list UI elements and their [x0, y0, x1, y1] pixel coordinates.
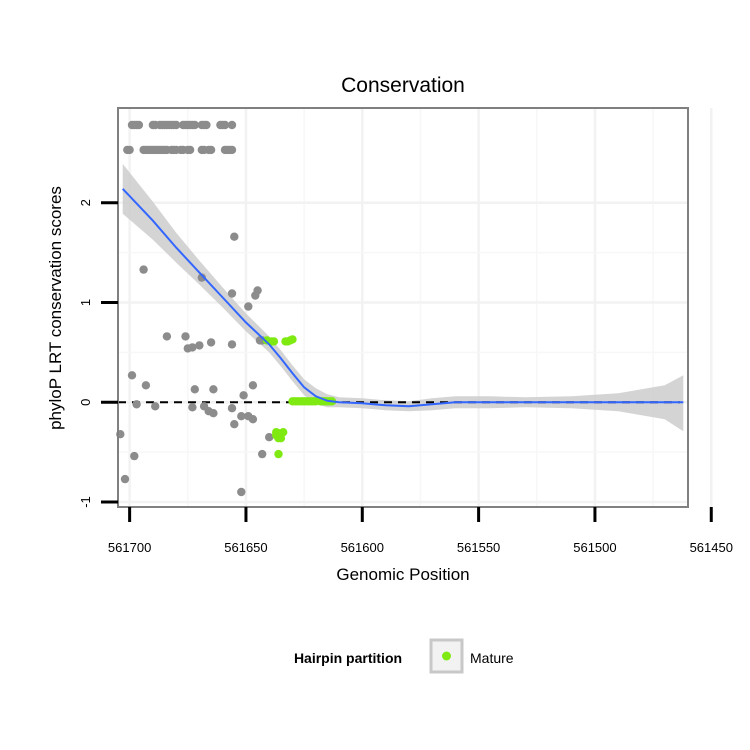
data-point-mature — [274, 449, 283, 459]
data-point-other — [251, 291, 260, 300]
y-tick-label: 2 — [78, 199, 93, 206]
loess-smooth-line — [121, 188, 684, 408]
data-point-other — [206, 338, 216, 347]
smooth-line-layer — [121, 188, 684, 408]
data-point-other — [132, 400, 141, 409]
data-point-other — [248, 415, 258, 424]
data-point-other — [244, 302, 253, 311]
x-tick-label: 561500 — [573, 540, 616, 555]
data-point-other — [230, 420, 239, 429]
data-point-other — [237, 412, 246, 421]
data-point-other — [139, 265, 148, 274]
data-point-other — [237, 487, 246, 497]
data-point-other — [197, 273, 206, 282]
data-point-other — [206, 145, 216, 155]
x-axis-title: Genomic Position — [336, 565, 469, 584]
chart-title: Conservation — [341, 74, 465, 97]
legend: Hairpin partition Mature — [294, 638, 514, 674]
x-tick-label: 561700 — [108, 540, 151, 555]
plot-border — [117, 107, 689, 508]
x-tick-label: 561650 — [224, 540, 267, 555]
data-point-other — [265, 433, 274, 442]
data-point-other — [141, 381, 151, 390]
y-axis: -1 0 1 2 — [78, 199, 118, 508]
data-point-other — [120, 474, 130, 484]
plot-panel — [118, 108, 688, 507]
data-point-other — [125, 145, 134, 155]
data-point-other — [127, 371, 137, 380]
data-point-mature — [269, 337, 279, 346]
legend-key-mature-dot — [442, 651, 451, 661]
legend-label-mature: Mature — [470, 650, 514, 666]
data-point-other — [190, 385, 199, 394]
confidence-ribbon-layer — [122, 163, 684, 432]
legend-key-box — [429, 638, 464, 674]
data-point-other — [227, 145, 237, 155]
data-point-other — [195, 341, 204, 350]
y-axis-title: phyloP LRT conservation scores — [46, 186, 65, 430]
data-point-other — [227, 120, 237, 130]
data-point-other — [188, 343, 197, 352]
data-point-other — [188, 403, 197, 412]
points-layer — [116, 120, 337, 497]
data-point-other — [258, 449, 267, 459]
confidence-ribbon — [122, 163, 684, 432]
data-point-other — [239, 391, 248, 400]
y-tick-label: -1 — [78, 496, 93, 508]
data-point-other — [230, 232, 239, 241]
data-point-other — [202, 120, 211, 130]
x-tick-label: 561600 — [341, 540, 384, 555]
x-axis: 561700 561650 561600 561550 561500 561450 — [108, 507, 733, 555]
data-point-other — [185, 145, 195, 155]
data-point-other — [134, 120, 144, 130]
data-point-other — [190, 120, 199, 130]
data-point-other — [248, 381, 258, 390]
x-tick-label: 561450 — [690, 540, 733, 555]
legend-title: Hairpin partition — [294, 650, 402, 666]
data-point-other — [181, 332, 190, 341]
data-point-other — [172, 120, 181, 130]
data-point-other — [227, 404, 237, 413]
data-point-other — [151, 402, 160, 411]
y-tick-label: 0 — [78, 399, 93, 406]
data-point-other — [227, 340, 237, 349]
data-point-mature — [288, 335, 297, 344]
data-point-other — [220, 120, 230, 130]
data-point-mature — [276, 434, 286, 443]
data-point-other — [227, 289, 237, 298]
data-point-other — [162, 332, 172, 341]
data-point-other — [130, 451, 139, 461]
data-point-other — [209, 385, 218, 394]
x-tick-label: 561550 — [457, 540, 500, 555]
y-tick-label: 1 — [78, 299, 93, 306]
data-point-other — [209, 409, 218, 418]
